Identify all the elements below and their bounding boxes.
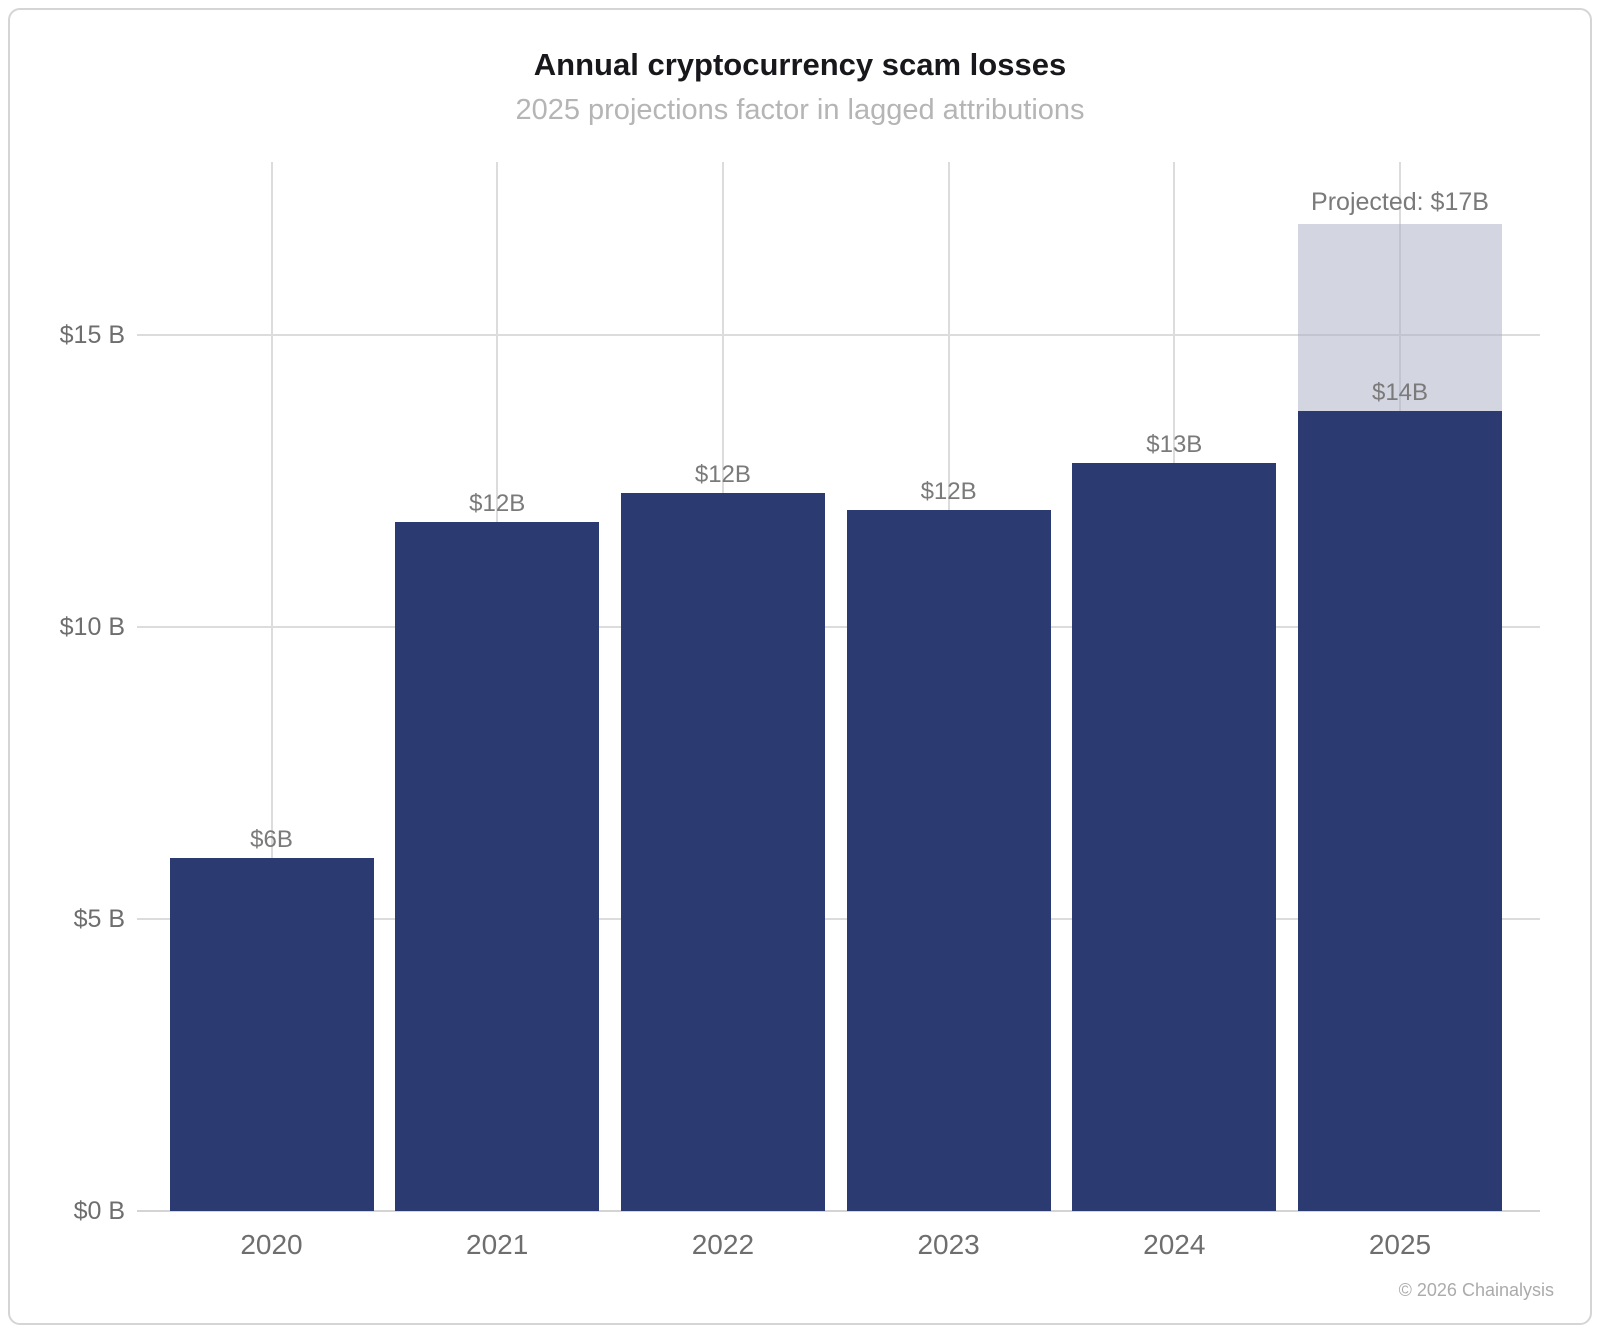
gridline-horizontal: [137, 626, 1540, 628]
bar-2020: [169, 857, 374, 1211]
attribution-text: © 2026 Chainalysis: [1398, 1280, 1554, 1300]
chart-subtitle: 2025 projections factor in lagged attrib…: [515, 94, 1085, 126]
y-axis-tick-label: $15 B: [59, 321, 125, 349]
chart-card: Annual cryptocurrency scam losses 2025 p…: [8, 8, 1592, 1325]
x-axis-label-2020: 2020: [240, 1229, 303, 1260]
gridline-horizontal: [137, 1210, 1540, 1212]
bar-value-label-2021: $12B: [469, 489, 526, 517]
gridline-horizontal: [137, 334, 1540, 336]
bar-value-label-2025: $14B: [1371, 378, 1429, 406]
y-axis-tick-label: $10 B: [59, 613, 125, 641]
x-axis-label-2022: 2022: [691, 1229, 755, 1260]
x-axis-label-2025: 2025: [1368, 1229, 1432, 1260]
bar-value-label-2022: $12B: [694, 460, 751, 488]
gridline-horizontal: [137, 918, 1540, 920]
bar-2025: [1298, 410, 1502, 1211]
bar-2024: [1072, 463, 1277, 1211]
chart-title: Annual cryptocurrency scam losses: [533, 47, 1067, 82]
projected-value-label: Projected: $17B: [1311, 188, 1489, 217]
bar-projected-segment: [1298, 224, 1502, 411]
bar-value-label-2023: $12B: [920, 478, 977, 506]
x-axis-label-2024: 2024: [1143, 1229, 1206, 1260]
bar-value-label-2020: $6B: [250, 825, 293, 853]
bar-2021: [395, 521, 600, 1211]
bar-2022: [620, 492, 825, 1211]
bar-2023: [846, 510, 1051, 1211]
x-axis-label-2023: 2023: [917, 1229, 980, 1260]
plot-area: $0 B $5 B $10 B $15 B $6B 2020 $12B 2021 $12B 202…: [10, 10, 1590, 1323]
bar-value-label-2024: $13B: [1146, 431, 1203, 459]
x-axis-label-2021: 2021: [466, 1229, 529, 1260]
y-axis-tick-label: $5 B: [73, 905, 125, 933]
gridline-vertical: [270, 162, 273, 1211]
y-axis-tick-label: $0 B: [73, 1197, 125, 1225]
